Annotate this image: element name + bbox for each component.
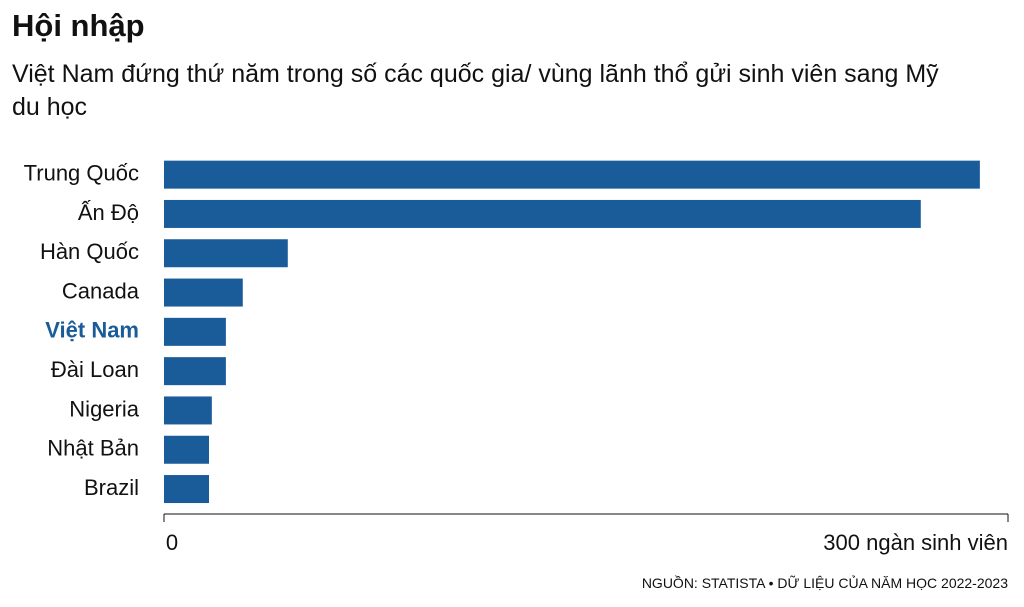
bar — [164, 160, 980, 189]
y-tick-label: Nigeria — [69, 396, 139, 421]
bar — [164, 239, 288, 268]
bar — [164, 199, 921, 228]
y-tick-label: Ấn Độ — [78, 200, 139, 225]
y-tick-label: Hàn Quốc — [40, 239, 139, 264]
y-tick-label: Đài Loan — [51, 357, 139, 382]
y-tick-label: Brazil — [84, 475, 139, 500]
bar — [164, 435, 210, 464]
source-note: NGUỒN: STATISTA • DỮ LIỆU CỦA NĂM HỌC 20… — [641, 575, 1008, 591]
chart-title: Hội nhập — [12, 8, 145, 43]
bar — [164, 357, 226, 386]
x-tick-label: 0 — [166, 530, 178, 555]
bar — [164, 278, 243, 307]
x-tick-label: 300 ngàn sinh viên — [823, 530, 1008, 555]
y-tick-label: Việt Nam — [45, 318, 139, 343]
bar — [164, 475, 210, 504]
bar — [164, 317, 226, 346]
y-tick-label: Trung Quốc — [24, 160, 139, 185]
bar — [164, 396, 212, 425]
chart: 0 300 ngàn sinh viên Trung Quốc Ấn Độ Hàn Qu… — [24, 160, 1009, 555]
chart-subtitle: Việt Nam đứng thứ năm trong số các quốc … — [12, 60, 939, 121]
y-tick-label: Nhật Bản — [47, 436, 139, 461]
y-tick-label: Canada — [62, 278, 140, 303]
